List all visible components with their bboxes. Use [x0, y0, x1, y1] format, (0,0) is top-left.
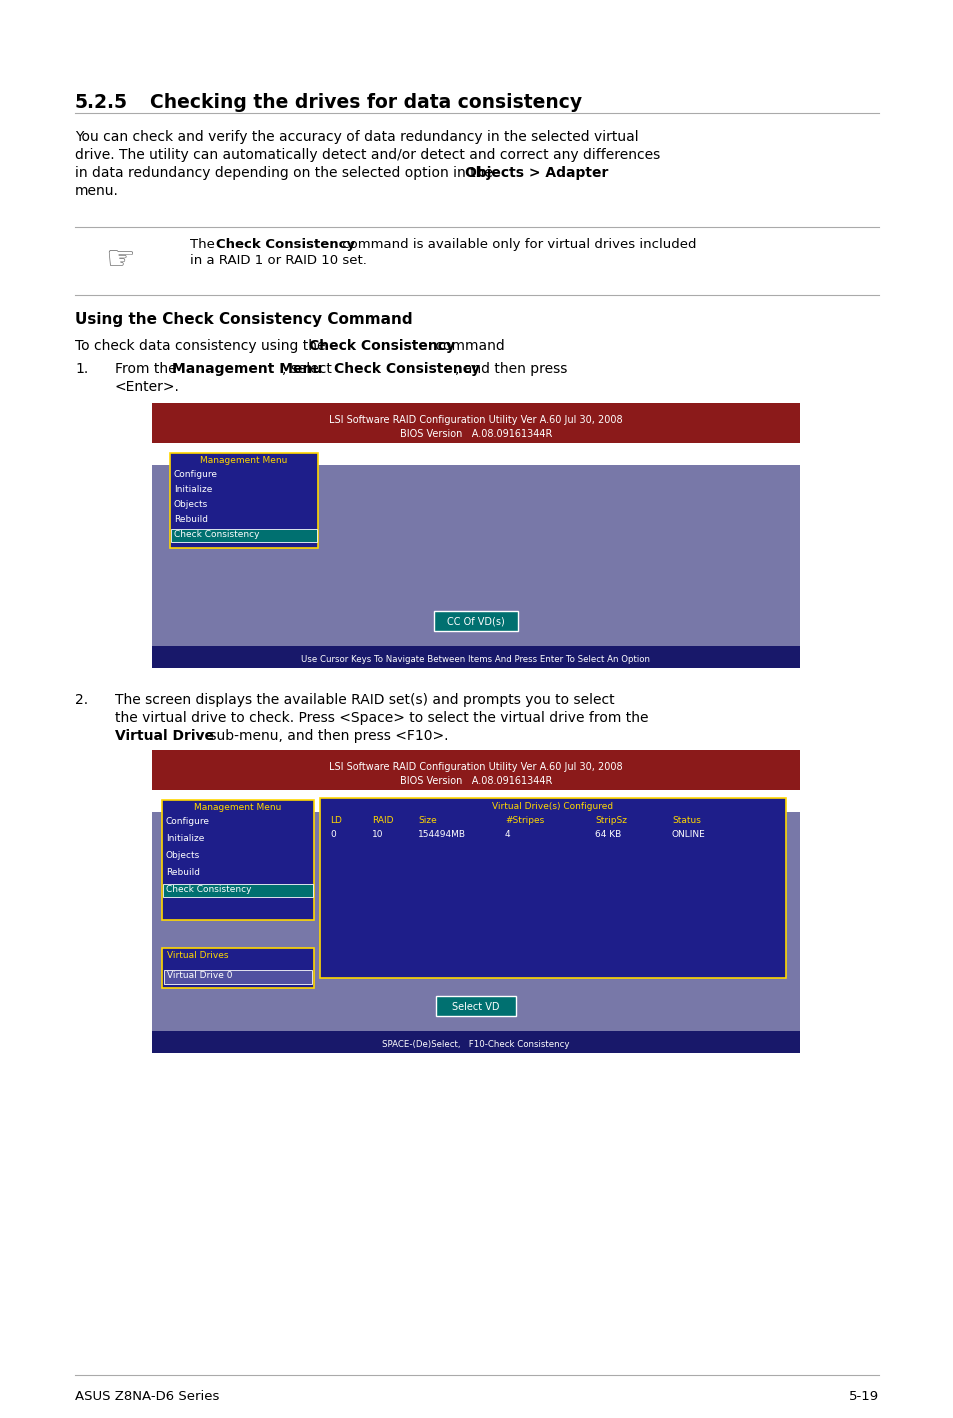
Bar	[152, 403, 800, 442]
Text: Checking the drives for data consistency: Checking the drives for data consistency	[150, 94, 581, 112]
Text: Size: Size	[417, 815, 436, 825]
Text: in data redundancy depending on the selected option in the: in data redundancy depending on the sele…	[75, 166, 497, 180]
Text: Check Consistency: Check Consistency	[215, 238, 355, 251]
Text: command: command	[431, 339, 504, 353]
Bar	[152, 813, 800, 1054]
Text: The: The	[190, 238, 219, 251]
Text: menu.: menu.	[75, 184, 119, 199]
Text: RAID: RAID	[372, 815, 393, 825]
Text: StripSz: StripSz	[595, 815, 626, 825]
Text: CC Of VD(s): CC Of VD(s)	[447, 617, 504, 627]
Text: 5-19: 5-19	[848, 1390, 878, 1402]
Text: Configure: Configure	[166, 817, 210, 827]
Text: Virtual Drive 0: Virtual Drive 0	[167, 971, 233, 980]
Text: LD: LD	[330, 815, 341, 825]
Text: LSI Software RAID Configuration Utility Ver A.60 Jul 30, 2008: LSI Software RAID Configuration Utility …	[329, 415, 622, 425]
Text: Initialize: Initialize	[173, 485, 213, 493]
Text: <Enter>.: <Enter>.	[115, 380, 180, 394]
Text: 10: 10	[372, 830, 383, 839]
Bar	[319, 798, 785, 978]
Text: BIOS Version   A.08.09161344R: BIOS Version A.08.09161344R	[399, 776, 552, 786]
Text: Configure: Configure	[173, 469, 218, 479]
Bar	[163, 883, 313, 898]
Text: Objects > Adapter: Objects > Adapter	[464, 166, 608, 180]
Text: Virtual Drive: Virtual Drive	[115, 729, 213, 743]
Text: 5.2.5: 5.2.5	[75, 94, 128, 112]
Text: Management Menu: Management Menu	[172, 362, 322, 376]
Text: The screen displays the available RAID set(s) and prompts you to select: The screen displays the available RAID s…	[115, 693, 614, 708]
Text: Management Menu: Management Menu	[194, 803, 281, 813]
Text: ONLINE: ONLINE	[671, 830, 705, 839]
Text: From the: From the	[115, 362, 181, 376]
Text: , and then press: , and then press	[455, 362, 567, 376]
Text: 154494MB: 154494MB	[417, 830, 465, 839]
Text: Status: Status	[671, 815, 700, 825]
Text: sub-menu, and then press <F10>.: sub-menu, and then press <F10>.	[205, 729, 448, 743]
Bar	[436, 995, 516, 1017]
Bar	[434, 611, 517, 631]
Text: Objects: Objects	[173, 501, 208, 509]
Text: Virtual Drives: Virtual Drives	[167, 951, 229, 960]
Text: ASUS Z8NA-D6 Series: ASUS Z8NA-D6 Series	[75, 1390, 219, 1402]
Text: Use Cursor Keys To Navigate Between Items And Press Enter To Select An Option: Use Cursor Keys To Navigate Between Item…	[301, 655, 650, 664]
Text: BIOS Version   A.08.09161344R: BIOS Version A.08.09161344R	[399, 430, 552, 440]
Text: drive. The utility can automatically detect and/or detect and correct any differ: drive. The utility can automatically det…	[75, 147, 659, 162]
Text: Rebuild: Rebuild	[166, 868, 200, 876]
Text: SPACE-(De)Select,   F10-Check Consistency: SPACE-(De)Select, F10-Check Consistency	[382, 1039, 569, 1049]
Bar	[162, 949, 314, 988]
Text: 4: 4	[504, 830, 510, 839]
Text: You can check and verify the accuracy of data redundancy in the selected virtual: You can check and verify the accuracy of…	[75, 130, 638, 145]
Text: 64 KB: 64 KB	[595, 830, 620, 839]
Text: #Stripes: #Stripes	[504, 815, 543, 825]
Text: 1.: 1.	[75, 362, 89, 376]
Text: Check Consistency: Check Consistency	[173, 530, 259, 539]
Text: Check Consistency: Check Consistency	[166, 885, 252, 893]
Text: Rebuild: Rebuild	[173, 515, 208, 525]
Bar	[152, 647, 800, 668]
Text: Management Menu: Management Menu	[200, 457, 288, 465]
Text: Using the Check Consistency Command: Using the Check Consistency Command	[75, 312, 413, 328]
Bar	[170, 452, 317, 547]
Bar	[152, 465, 800, 668]
Text: Objects: Objects	[166, 851, 200, 859]
Text: , select: , select	[282, 362, 335, 376]
Text: in a RAID 1 or RAID 10 set.: in a RAID 1 or RAID 10 set.	[190, 254, 367, 267]
Text: 2.: 2.	[75, 693, 88, 708]
Bar	[152, 1031, 800, 1054]
Bar	[162, 800, 314, 920]
Text: 0: 0	[330, 830, 335, 839]
Text: command is available only for virtual drives included: command is available only for virtual dr…	[337, 238, 696, 251]
Bar	[171, 529, 316, 542]
Bar	[152, 750, 800, 790]
Text: Check Consistency: Check Consistency	[309, 339, 455, 353]
Text: Initialize: Initialize	[166, 834, 204, 842]
Text: Virtual Drive(s) Configured: Virtual Drive(s) Configured	[492, 803, 613, 811]
Text: Select VD: Select VD	[452, 1003, 499, 1012]
Bar	[164, 970, 312, 984]
Text: ☞: ☞	[105, 244, 134, 277]
Text: To check data consistency using the: To check data consistency using the	[75, 339, 330, 353]
Text: the virtual drive to check. Press <Space> to select the virtual drive from the: the virtual drive to check. Press <Space…	[115, 710, 648, 725]
Text: Check Consistency: Check Consistency	[334, 362, 479, 376]
Text: LSI Software RAID Configuration Utility Ver A.60 Jul 30, 2008: LSI Software RAID Configuration Utility …	[329, 761, 622, 771]
